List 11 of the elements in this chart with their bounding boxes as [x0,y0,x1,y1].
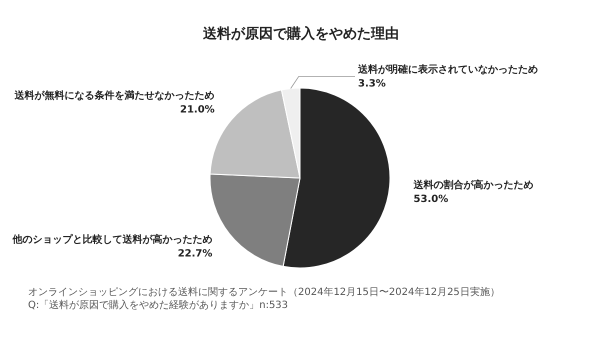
slice-label: 送料の割合が高かったため [412,178,534,191]
data-label: 3.3% [358,78,386,90]
slice-label: 送料が無料になる条件を満たせなかったため [14,90,215,102]
data-label: 53.0% [414,194,448,205]
text: Q:「送料が原因で購入をやめた経験がありますか」n:533 [28,299,290,312]
text: オンラインショッピングにおける送料に関するアンケート（2024年12月15日〜2024年12月25日実施） [28,286,501,299]
slice-label: 他のショップと比較して送料が高かったため [11,234,212,246]
slice-label: 送料が明確に表示されていなかったため [357,63,538,76]
data-label: 22.7% [178,248,212,260]
chart-title: 送料が原因で購入をやめた理由 [202,26,399,42]
data-label: 21.0% [180,104,215,116]
